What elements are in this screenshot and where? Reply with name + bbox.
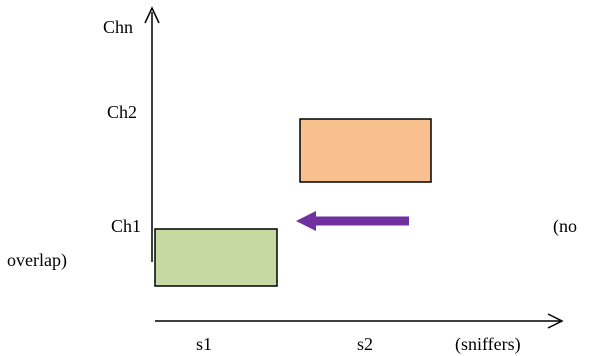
- y-label-chn: Chn: [103, 17, 134, 37]
- y-label-ch2: Ch2: [107, 102, 138, 122]
- x-axis-unit-label: (sniffers): [455, 334, 521, 354]
- y-axis-arrowhead: [144, 6, 160, 24]
- x-axis-arrowhead: [547, 313, 564, 329]
- x-label-s2: s2: [357, 334, 374, 354]
- block-s1-ch1: [154, 228, 278, 287]
- x-label-s1: s1: [196, 334, 213, 354]
- note-line-1: (no: [553, 216, 577, 236]
- block-s2-ch2: [299, 118, 432, 183]
- y-label-ch1: Ch1: [111, 216, 142, 236]
- note-line-2: overlap): [7, 250, 67, 270]
- shift-arrow-head: [296, 211, 316, 231]
